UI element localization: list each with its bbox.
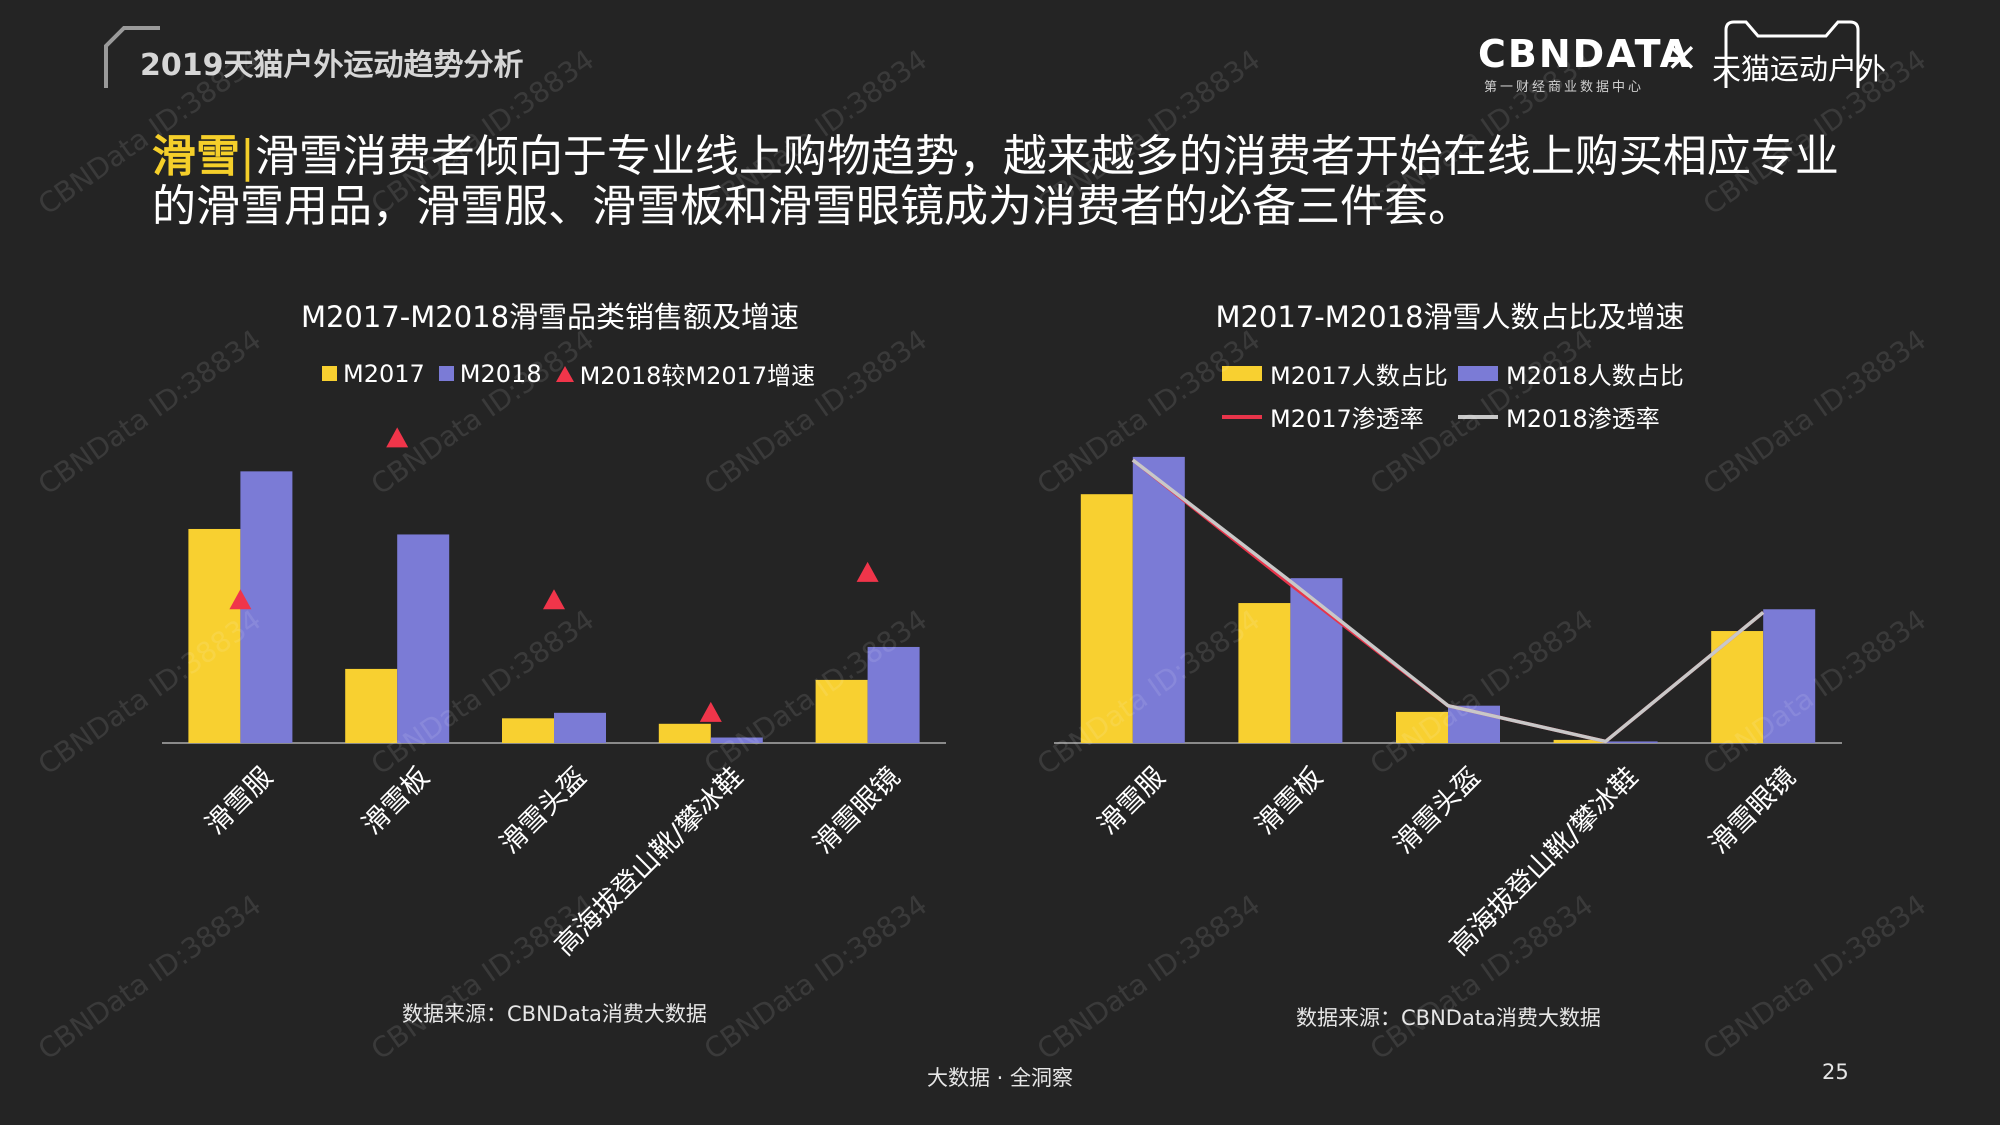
footer-tagline: 大数据 · 全洞察 bbox=[926, 1066, 1074, 1090]
x-tick-label: 滑雪服 bbox=[1092, 762, 1171, 841]
headline-tag: 滑雪 bbox=[152, 131, 240, 182]
x-tick-label: 滑雪服 bbox=[200, 762, 279, 841]
bar-M2017人数占比-滑雪板 bbox=[1238, 603, 1291, 743]
bar-M2018-滑雪头盔 bbox=[554, 712, 606, 743]
bar-M2018-高海拔登山靴/攀冰鞋 bbox=[710, 737, 763, 743]
red-line-icon bbox=[1222, 414, 1262, 419]
line-M2018渗透率 bbox=[1131, 458, 1765, 744]
yellow-swatch-icon bbox=[1222, 366, 1262, 381]
legend-label: M2018 bbox=[459, 359, 542, 388]
gray-line-icon bbox=[1458, 414, 1498, 419]
growth-marker-高海拔登山靴/攀冰鞋 bbox=[699, 701, 722, 722]
bar-M2017-滑雪板 bbox=[345, 668, 398, 743]
legend-label: M2017 bbox=[343, 359, 425, 388]
legend-label: M2017人数占比 bbox=[1270, 362, 1448, 390]
left-chart-source: 数据来源：CBNData消费大数据 bbox=[402, 1002, 707, 1026]
right-legend-m2017-share: M2017人数占比 bbox=[1222, 356, 1458, 391]
x-tick-label: 滑雪头盔 bbox=[1388, 762, 1486, 860]
right-legend-m2018-share: M2018人数占比 bbox=[1458, 356, 1694, 391]
report-title: 2019天猫户外运动趋势分析 bbox=[140, 48, 524, 83]
bar-M2018人数占比-滑雪眼镜 bbox=[1763, 609, 1816, 743]
cbndata-logo-subtitle: 第一财经商业数据中心 bbox=[1484, 80, 1645, 95]
growth-marker-滑雪头盔 bbox=[543, 589, 565, 610]
purple-swatch-icon bbox=[1458, 366, 1498, 381]
left-legend-growth: M2018较M2017增速 bbox=[555, 356, 816, 391]
yellow-swatch-icon bbox=[322, 366, 337, 381]
bar-M2018人数占比-高海拔登山靴/攀冰鞋 bbox=[1605, 741, 1658, 743]
bar-M2017-高海拔登山靴/攀冰鞋 bbox=[658, 723, 711, 743]
legend-label: M2018人数占比 bbox=[1506, 362, 1684, 390]
x-tick-label: 滑雪板 bbox=[357, 762, 436, 841]
tmall-cat-icon bbox=[1724, 20, 1860, 88]
title-bracket-icon bbox=[104, 26, 160, 88]
right-legend-m2018-penetration: M2018渗透率 bbox=[1458, 399, 1694, 434]
cbndata-logo: CBNDATA bbox=[1478, 32, 1692, 76]
left-chart-title: M2017-M2018滑雪品类销售额及增速 bbox=[300, 300, 800, 334]
bar-M2018-滑雪眼镜 bbox=[867, 646, 920, 743]
headline-separator: | bbox=[240, 131, 255, 182]
right-legend-m2017-penetration: M2017渗透率 bbox=[1222, 399, 1458, 434]
purple-swatch-icon bbox=[438, 366, 454, 381]
right-chart-legend: M2017人数占比 M2018人数占比 M2017渗透率 M2018渗透率 bbox=[1222, 356, 1694, 434]
right-chart-source: 数据来源：CBNData消费大数据 bbox=[1296, 1006, 1601, 1030]
bar-M2017-滑雪头盔 bbox=[502, 718, 554, 743]
bar-M2017人数占比-滑雪头盔 bbox=[1396, 711, 1448, 743]
legend-label: M2018较M2017增速 bbox=[579, 362, 816, 390]
left-legend-m2017: M2017 bbox=[322, 356, 425, 391]
page-number: 25 bbox=[1822, 1060, 1849, 1084]
red-triangle-icon bbox=[555, 365, 574, 382]
bar-M2017-滑雪眼镜 bbox=[815, 679, 868, 743]
headline-text: 滑雪消费者倾向于专业线上购物趋势，越来越多的消费者开始在线上购买相应专业的滑雪用… bbox=[152, 131, 1839, 232]
x-tick-label: 滑雪眼镜 bbox=[1703, 762, 1801, 860]
bar-M2017人数占比-高海拔登山靴/攀冰鞋 bbox=[1553, 739, 1606, 743]
bar-M2018人数占比-滑雪服 bbox=[1132, 456, 1185, 743]
growth-marker-滑雪眼镜 bbox=[856, 561, 879, 582]
times-sign: × bbox=[1665, 34, 1699, 80]
left-legend-m2018: M2018 bbox=[438, 356, 542, 391]
growth-marker-滑雪服 bbox=[229, 589, 252, 610]
left-chart-legend: M2017 M2018 M2018较M2017增速 bbox=[322, 356, 815, 391]
tmall-sports-logo: 天猫运动户外 bbox=[1712, 52, 1887, 86]
x-tick-label: 滑雪板 bbox=[1250, 762, 1329, 841]
bar-M2017人数占比-滑雪服 bbox=[1080, 494, 1133, 743]
headline: 滑雪|滑雪消费者倾向于专业线上购物趋势，越来越多的消费者开始在线上购买相应专业的… bbox=[152, 132, 1852, 232]
line-M2017渗透率 bbox=[1131, 458, 1765, 744]
right-chart-title: M2017-M2018滑雪人数占比及增速 bbox=[1215, 300, 1685, 334]
x-tick-label: 滑雪头盔 bbox=[494, 762, 592, 860]
bar-M2017-滑雪服 bbox=[188, 528, 241, 743]
legend-label: M2018渗透率 bbox=[1506, 405, 1660, 433]
legend-label: M2017渗透率 bbox=[1270, 405, 1424, 433]
bar-M2018-滑雪板 bbox=[397, 534, 450, 743]
x-tick-label: 滑雪眼镜 bbox=[808, 762, 906, 860]
growth-marker-滑雪板 bbox=[386, 427, 409, 448]
